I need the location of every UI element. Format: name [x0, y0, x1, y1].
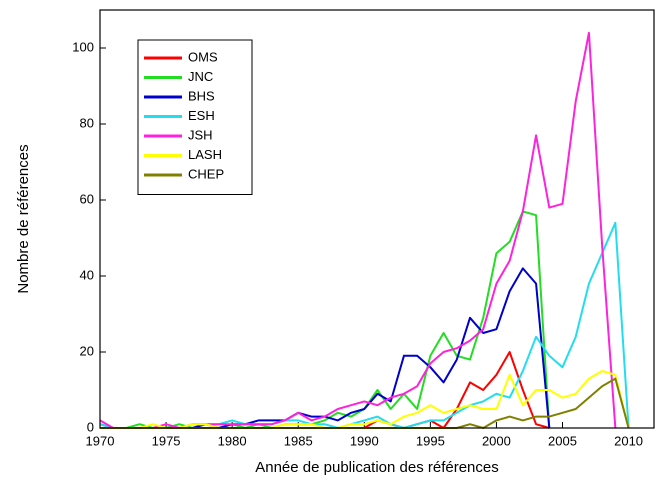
- y-tick-label: 20: [80, 343, 94, 358]
- y-tick-label: 80: [80, 115, 94, 130]
- y-tick-label: 40: [80, 267, 94, 282]
- y-axis-label: Nombre de références: [15, 144, 32, 293]
- y-tick-label: 60: [80, 191, 94, 206]
- series-line: [99, 267, 551, 429]
- x-tick-label: 2000: [482, 433, 511, 448]
- y-tick-label: 0: [87, 419, 94, 434]
- series-line: [100, 370, 630, 429]
- x-axis-label: Année de publication des références: [255, 459, 499, 476]
- legend-label: BHS: [188, 88, 215, 103]
- x-tick-label: 2005: [548, 433, 577, 448]
- legend-label: LASH: [188, 147, 222, 162]
- x-tick-label: 2010: [614, 433, 643, 448]
- legend-label: ESH: [188, 108, 215, 123]
- x-tick-label: 1990: [350, 433, 379, 448]
- legend-label: OMS: [188, 49, 218, 64]
- series-line: [99, 221, 630, 429]
- legend-label: JNC: [188, 69, 213, 84]
- legend-label: JSH: [188, 127, 213, 142]
- x-tick-label: 1975: [152, 433, 181, 448]
- legend-label: CHEP: [188, 166, 224, 181]
- x-tick-label: 1980: [218, 433, 247, 448]
- series-line: [100, 210, 551, 429]
- x-tick-label: 1970: [86, 433, 115, 448]
- x-tick-label: 1985: [284, 433, 313, 448]
- plot-frame: [99, 9, 655, 429]
- x-tick-label: 1995: [416, 433, 445, 448]
- y-tick-label: 100: [72, 39, 94, 54]
